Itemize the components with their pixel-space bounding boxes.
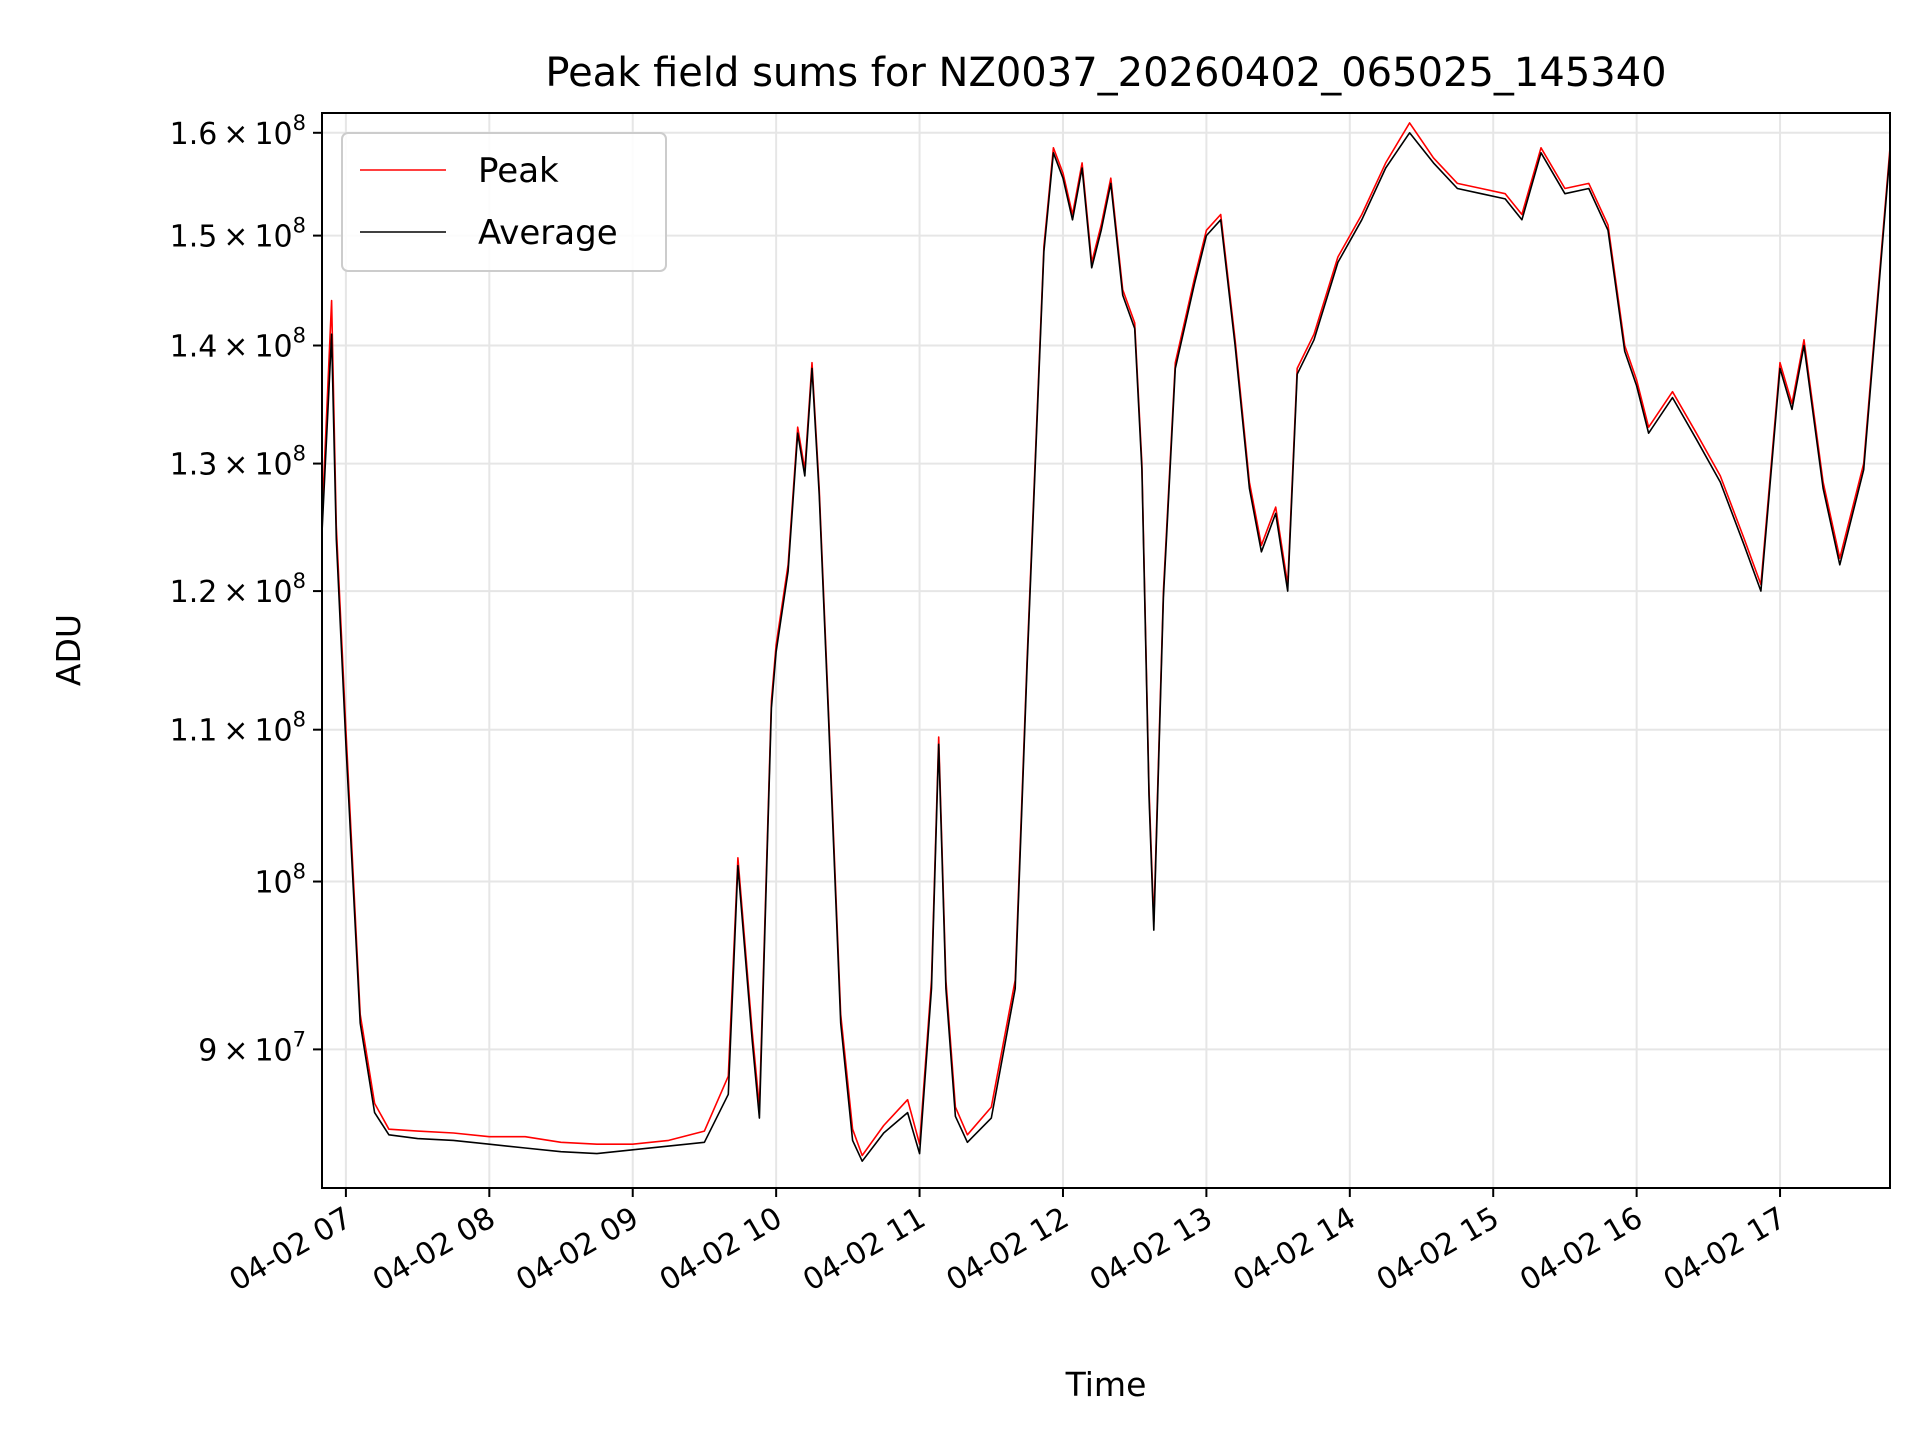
y-tick-label: 9 × 107: [198, 1027, 306, 1068]
series-line-average: [322, 132, 1890, 1162]
legend-label-average: Average: [478, 213, 618, 253]
chart-title: Peak field sums for NZ0037_20260402_0650…: [545, 50, 1666, 96]
y-axis: 9 × 107 108 1.1 × 108 1.2 × 108 1.3 × 108 1.4…: [170, 111, 322, 1068]
x-axis-label: Time: [1065, 1365, 1147, 1404]
legend: Peak Average: [341, 132, 667, 272]
y-tick-label: 1.3 × 108: [170, 442, 306, 483]
y-tick-label: 1.5 × 108: [170, 214, 306, 255]
legend-label-peak: Peak: [478, 151, 559, 191]
y-tick-label: 1.1 × 108: [170, 708, 306, 749]
series-layer: [322, 122, 1890, 1162]
legend-box: [341, 132, 667, 272]
y-tick-label: 1.6 × 108: [170, 111, 306, 152]
y-tick-label: 108: [254, 860, 306, 901]
y-axis-label: ADU: [49, 614, 88, 686]
y-tick-label: 1.4 × 108: [170, 324, 306, 365]
plot-frame: [321, 112, 1891, 1189]
y-tick-label: 1.2 × 108: [170, 569, 306, 610]
